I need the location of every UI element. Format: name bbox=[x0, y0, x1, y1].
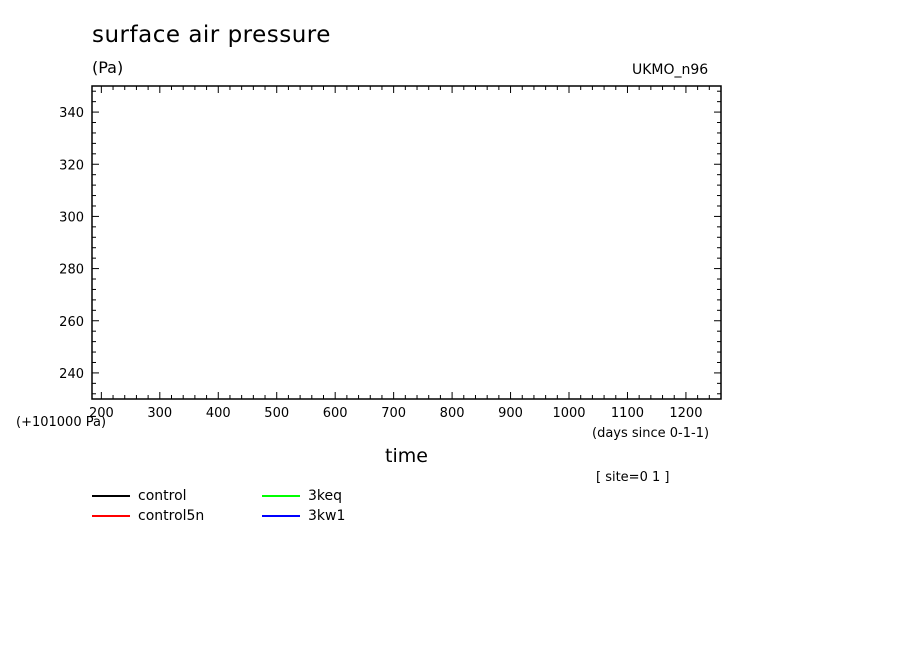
site-label: [ site=0 1 ] bbox=[596, 470, 670, 485]
legend-line-control bbox=[92, 495, 130, 497]
x-tick-label: 900 bbox=[498, 406, 523, 421]
x-tick-label: 800 bbox=[440, 406, 465, 421]
x-tick-label: 300 bbox=[147, 406, 172, 421]
legend-label-control5n: control5n bbox=[138, 508, 205, 524]
plot-frame bbox=[91, 85, 722, 400]
legend-label-3kw1: 3kw1 bbox=[308, 508, 346, 524]
legend-line-3kw1 bbox=[262, 515, 300, 517]
legend-label-3keq: 3keq bbox=[308, 488, 343, 504]
y-tick-label: 280 bbox=[59, 263, 84, 278]
legend-item-3kw1: 3kw1 bbox=[262, 508, 345, 524]
x-tick-label: 700 bbox=[381, 406, 406, 421]
x-tick-label: 600 bbox=[323, 406, 348, 421]
x-tick-label: 200 bbox=[89, 406, 114, 421]
y-offset-label: (+101000 Pa) bbox=[16, 415, 107, 430]
y-tick-label: 320 bbox=[59, 158, 84, 173]
legend-line-3keq bbox=[262, 495, 300, 497]
x-tick-label: 1200 bbox=[669, 406, 702, 421]
y-tick-label: 300 bbox=[59, 210, 84, 225]
legend-item-3keq: 3keq bbox=[262, 488, 342, 504]
legend-line-control5n bbox=[92, 515, 130, 517]
y-tick-label: 240 bbox=[59, 367, 84, 382]
y-tick-label: 340 bbox=[59, 106, 84, 121]
model-label: UKMO_n96 bbox=[632, 62, 709, 78]
y-units-label: (Pa) bbox=[92, 58, 124, 77]
legend-item-control5n: control5n bbox=[92, 508, 204, 524]
chart-title: surface air pressure bbox=[92, 22, 331, 48]
legend-item-control: control bbox=[92, 488, 187, 504]
x-tick-label: 1000 bbox=[552, 406, 585, 421]
x-units-label: (days since 0-1-1) bbox=[592, 426, 710, 441]
x-tick-label: 500 bbox=[264, 406, 289, 421]
x-axis-title: time bbox=[385, 445, 428, 467]
x-tick-label: 1100 bbox=[611, 406, 644, 421]
legend-label-control: control bbox=[138, 488, 187, 504]
x-tick-label: 400 bbox=[206, 406, 231, 421]
y-tick-label: 260 bbox=[59, 315, 84, 330]
